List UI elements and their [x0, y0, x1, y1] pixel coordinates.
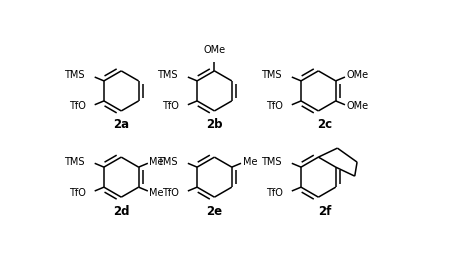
Text: TfO: TfO: [69, 188, 86, 198]
Text: Me: Me: [243, 157, 257, 167]
Text: 2b: 2b: [206, 118, 223, 131]
Text: 2a: 2a: [113, 118, 129, 131]
Text: 2d: 2d: [113, 205, 129, 217]
Text: TMS: TMS: [64, 70, 85, 80]
Text: 2e: 2e: [206, 205, 222, 217]
Text: OMe: OMe: [203, 45, 226, 56]
Text: TMS: TMS: [64, 157, 85, 167]
Text: TMS: TMS: [157, 70, 178, 80]
Text: TMS: TMS: [157, 157, 178, 167]
Text: TfO: TfO: [163, 101, 179, 111]
Text: TMS: TMS: [261, 70, 282, 80]
Text: TfO: TfO: [266, 101, 283, 111]
Text: 2c: 2c: [317, 118, 332, 131]
Text: TfO: TfO: [266, 188, 283, 198]
Text: Me: Me: [149, 188, 164, 198]
Text: OMe: OMe: [346, 101, 369, 111]
Text: TMS: TMS: [261, 157, 282, 167]
Text: TfO: TfO: [69, 101, 86, 111]
Text: 2f: 2f: [318, 205, 331, 217]
Text: TfO: TfO: [163, 188, 179, 198]
Text: OMe: OMe: [346, 70, 369, 80]
Text: Me: Me: [149, 157, 164, 167]
